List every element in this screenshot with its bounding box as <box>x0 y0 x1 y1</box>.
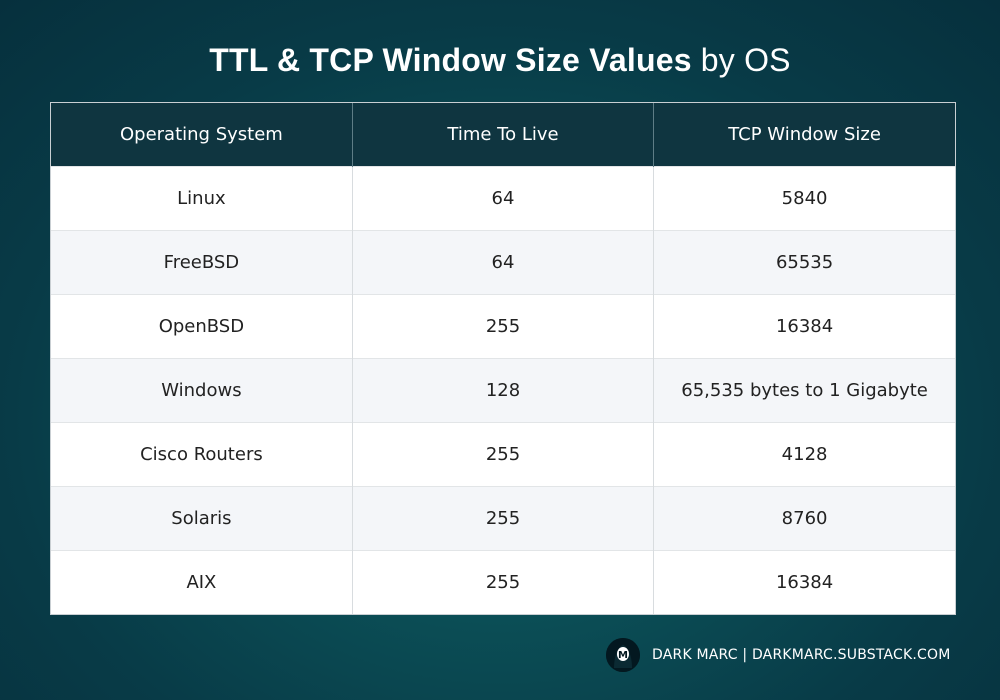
table-row: Solaris 255 8760 <box>51 486 955 551</box>
cell-ttl: 255 <box>351 422 654 487</box>
header-time-to-live: Time To Live <box>351 103 654 167</box>
avatar-letter: M <box>618 650 628 661</box>
title-light: by OS <box>700 42 791 78</box>
cell-window-size: 65535 <box>653 230 955 295</box>
footer-text: DARK MARC | DARKMARC.SUBSTACK.COM <box>652 647 951 663</box>
page-title: TTL & TCP Window Size Values by OS <box>0 38 1000 82</box>
cell-ttl: 64 <box>351 166 654 231</box>
cell-window-size: 16384 <box>653 294 955 359</box>
table-row: FreeBSD 64 65535 <box>51 230 955 295</box>
cell-os: Solaris <box>51 486 353 551</box>
cell-ttl: 255 <box>351 294 654 359</box>
table-row: Windows 128 65,535 bytes to 1 Gigabyte <box>51 358 955 423</box>
table-header-row: Operating System Time To Live TCP Window… <box>51 103 955 167</box>
cell-ttl: 255 <box>351 550 654 614</box>
cell-ttl: 128 <box>351 358 654 423</box>
cell-window-size: 16384 <box>653 550 955 614</box>
cell-os: Windows <box>51 358 353 423</box>
cell-window-size: 4128 <box>653 422 955 487</box>
footer-credit: M DARK MARC | DARKMARC.SUBSTACK.COM <box>606 638 951 672</box>
cell-ttl: 64 <box>351 230 654 295</box>
cell-window-size: 5840 <box>653 166 955 231</box>
cell-window-size: 8760 <box>653 486 955 551</box>
cell-ttl: 255 <box>351 486 654 551</box>
table-row: Cisco Routers 255 4128 <box>51 422 955 487</box>
header-operating-system: Operating System <box>51 103 353 167</box>
cell-os: OpenBSD <box>51 294 353 359</box>
table-row: OpenBSD 255 16384 <box>51 294 955 359</box>
cell-window-size: 65,535 bytes to 1 Gigabyte <box>653 358 955 423</box>
avatar: M <box>606 638 640 672</box>
cell-os: Linux <box>51 166 353 231</box>
cell-os: Cisco Routers <box>51 422 353 487</box>
cell-os: AIX <box>51 550 353 614</box>
hooded-figure-icon: M <box>606 638 640 672</box>
table-row: AIX 255 16384 <box>51 550 955 614</box>
os-values-table: Operating System Time To Live TCP Window… <box>50 102 956 615</box>
header-tcp-window-size: TCP Window Size <box>653 103 955 167</box>
title-bold: TTL & TCP Window Size Values <box>209 42 692 78</box>
table-row: Linux 64 5840 <box>51 166 955 231</box>
cell-os: FreeBSD <box>51 230 353 295</box>
